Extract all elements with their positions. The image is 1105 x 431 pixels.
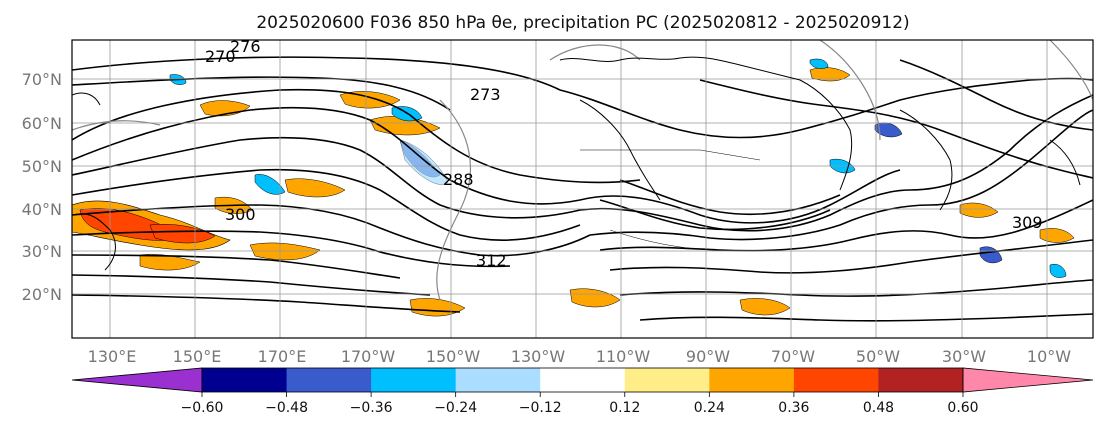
colorbar-tick-label: −0.36	[350, 400, 393, 416]
lon-label-70w: 70°W	[771, 347, 815, 366]
lon-label-10w: 10°W	[1027, 347, 1071, 366]
colorbar-tick-label: 0.60	[947, 400, 978, 416]
colorbar-tick-label: −0.48	[265, 400, 308, 416]
colorbar-ticks: −0.60 −0.48 −0.36 −0.24 −0.12 0.12 0.24 0.36 0.4…	[181, 392, 979, 416]
colorbar-tick-label: 0.36	[778, 400, 809, 416]
lat-label-20n: 20°N	[22, 285, 62, 304]
colorbar-tick-label: −0.60	[181, 400, 224, 416]
lon-label-50w: 50°W	[856, 347, 900, 366]
colorbar-segment	[202, 368, 288, 392]
contour-label-270: 270	[205, 47, 236, 66]
lat-label-30n: 30°N	[22, 242, 62, 261]
contour-label-273: 273	[470, 85, 501, 104]
lon-label-150w: 150°W	[426, 347, 481, 366]
colorbar-segment	[624, 368, 710, 392]
lon-label-170e: 170°E	[258, 347, 307, 366]
colorbar-extend-max	[962, 367, 1094, 393]
lon-label-30w: 30°W	[942, 347, 986, 366]
map-frame	[71, 39, 1094, 339]
contour-label-312: 312	[476, 251, 507, 270]
lat-label-50n: 50°N	[22, 157, 62, 176]
lon-labels: 130°E 150°E 170°E 170°W 150°W 130°W 110°…	[88, 347, 1072, 366]
lat-labels: 70°N 60°N 50°N 40°N 30°N 20°N	[22, 70, 62, 304]
lon-label-110w: 110°W	[596, 347, 651, 366]
contour-labels: 270 273 276 288 300 309 312	[205, 37, 1043, 270]
colorbar-tick-label: 0.12	[609, 400, 640, 416]
colorbar-tick-label: −0.24	[434, 400, 477, 416]
lon-label-130w: 130°W	[511, 347, 566, 366]
colorbar-segment	[709, 368, 795, 392]
lon-label-150e: 150°E	[173, 347, 222, 366]
colorbar-tick-label: 0.48	[863, 400, 894, 416]
lat-label-60n: 60°N	[22, 114, 62, 133]
lon-label-130e: 130°E	[88, 347, 137, 366]
colorbar-segment	[371, 368, 457, 392]
contour-label-300: 300	[225, 205, 256, 224]
coastlines	[72, 56, 1081, 271]
colorbar-tick-label: 0.24	[694, 400, 725, 416]
colorbar-segment	[286, 368, 372, 392]
colorbar-segments	[71, 367, 1094, 393]
colorbar-frame	[201, 367, 964, 393]
colorbar-segment	[540, 368, 626, 392]
borders	[580, 149, 761, 251]
lon-label-170w: 170°W	[341, 347, 396, 366]
theta-e-contours	[72, 56, 1093, 322]
lon-label-90w: 90°W	[686, 347, 730, 366]
grey-large-scale-contours	[72, 40, 1093, 301]
colorbar-segment	[455, 368, 541, 392]
figure-title: 2025020600 F036 850 hPa θe, precipitatio…	[256, 13, 909, 33]
contour-label-288: 288	[443, 170, 474, 189]
contour-label-276: 276	[230, 37, 261, 56]
lat-lon-grid	[72, 40, 1093, 338]
colorbar-segment	[878, 368, 964, 392]
colorbar-extend-min	[71, 367, 203, 393]
map-contents: 270 273 276 288 300 309 312	[72, 37, 1093, 338]
lat-label-40n: 40°N	[22, 200, 62, 219]
colorbar: −0.60 −0.48 −0.36 −0.24 −0.12 0.12 0.24 0.36 0.4…	[71, 367, 1094, 416]
contour-label-309: 309	[1012, 213, 1043, 232]
colorbar-tick-label: −0.12	[519, 400, 562, 416]
lat-label-70n: 70°N	[22, 70, 62, 89]
colorbar-segment	[793, 368, 879, 392]
